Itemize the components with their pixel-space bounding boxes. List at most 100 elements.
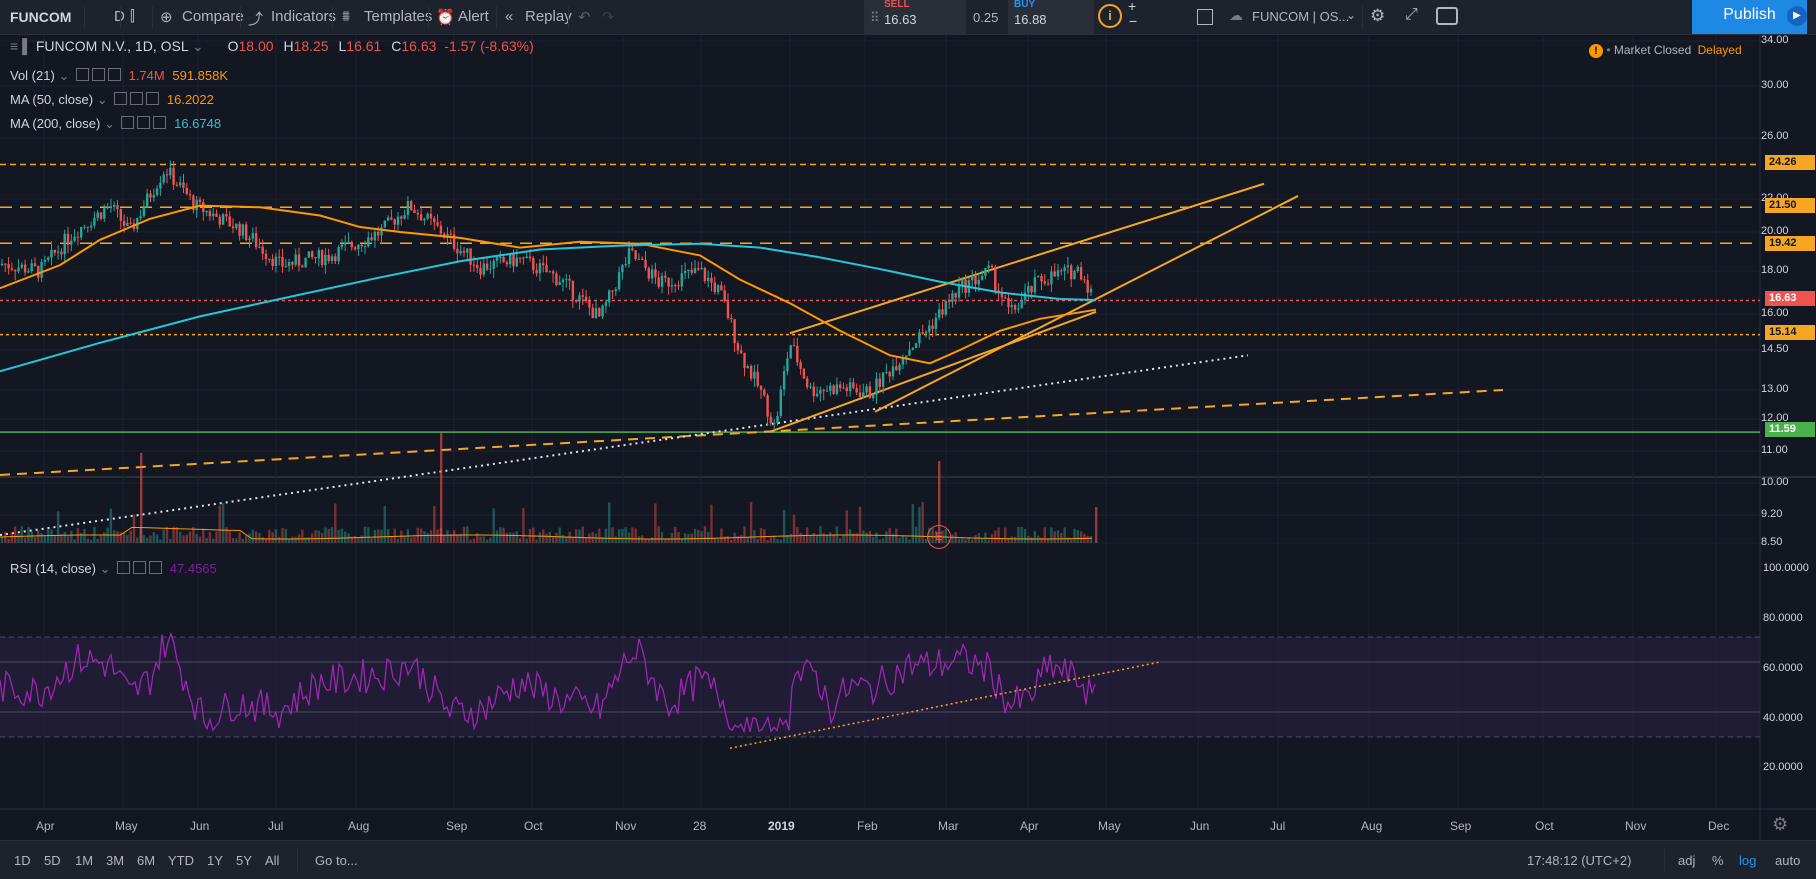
chevron-down-icon[interactable]: ⌄ (99, 561, 111, 576)
interval-button[interactable]: D (114, 8, 125, 25)
divider (332, 6, 333, 28)
volume-name[interactable]: Vol (21) (10, 68, 55, 83)
earnings-marker[interactable]: E (927, 525, 951, 549)
range-1d[interactable]: 1D (14, 853, 31, 868)
play-icon[interactable]: ▶ (1787, 6, 1807, 26)
symbol-search[interactable]: FUNCOM (10, 9, 72, 25)
candle-body (918, 332, 921, 344)
price-chart-canvas[interactable] (0, 35, 1816, 840)
compare-button[interactable]: Compare (182, 8, 244, 25)
close-icon[interactable] (149, 561, 163, 574)
redo-icon[interactable]: ↷ (602, 9, 615, 26)
chevron-down-icon[interactable]: ⌄ (58, 68, 70, 83)
log-toggle[interactable]: log (1739, 853, 1757, 868)
settings-icon[interactable] (137, 116, 151, 129)
candle-body (1030, 286, 1033, 293)
plus-order-icon[interactable]: + (1128, 0, 1137, 14)
range-ytd[interactable]: YTD (168, 853, 194, 868)
range-5d[interactable]: 5D (44, 853, 61, 868)
visibility-icon[interactable] (121, 116, 135, 129)
expand-icon[interactable]: ⤢ (1405, 6, 1418, 23)
range-3m[interactable]: 3M (106, 853, 125, 868)
visibility-icon[interactable] (117, 561, 131, 574)
candle-body (707, 277, 710, 282)
fullscreen-toggle-icon[interactable] (1197, 9, 1213, 25)
templates-button[interactable]: Templates (364, 8, 433, 25)
close-icon[interactable] (153, 116, 167, 129)
info-icon[interactable]: i (1098, 4, 1122, 28)
candle-body (479, 267, 482, 275)
range-5y[interactable]: 5Y (236, 853, 252, 868)
price-tick: 13.00 (1761, 383, 1789, 395)
templates-icon[interactable]: ⩩ (342, 8, 351, 25)
volume-bar (782, 509, 786, 543)
settings-icon[interactable] (133, 561, 147, 574)
indicators-icon[interactable]: ⤴ (248, 11, 264, 28)
volume-bar (664, 538, 667, 543)
adj-toggle[interactable]: adj (1678, 853, 1696, 868)
volume-bar (238, 532, 241, 543)
volume-bar (545, 533, 548, 543)
rsi-name[interactable]: RSI (14, close) (10, 561, 96, 576)
visibility-icon[interactable] (114, 92, 128, 105)
collapse-icon[interactable]: ≡ (10, 38, 19, 54)
buy-panel[interactable]: BUY 16.88 (1008, 0, 1094, 34)
goto-button[interactable]: Go to... (315, 853, 358, 868)
alert-icon[interactable]: ⏰ (436, 9, 455, 26)
chevron-down-icon[interactable]: ⌄ (1346, 8, 1357, 22)
settings-icon[interactable] (130, 92, 144, 105)
candle-body (657, 277, 660, 287)
range-all[interactable]: All (265, 853, 280, 868)
price-tick: 8.50 (1761, 536, 1783, 548)
candle-body (27, 271, 30, 273)
range-1m[interactable]: 1M (75, 853, 94, 868)
ma200-name[interactable]: MA (200, close) (10, 116, 101, 131)
close-icon[interactable] (107, 68, 121, 81)
candle-body (1013, 305, 1017, 310)
visibility-icon[interactable] (75, 68, 89, 81)
volume-bar (152, 532, 155, 543)
auto-toggle[interactable]: auto (1775, 853, 1801, 868)
chevron-down-icon[interactable]: ⌄ (191, 38, 204, 54)
chevron-down-icon[interactable]: ⌄ (96, 92, 108, 107)
indicators-button[interactable]: Indicators (271, 8, 337, 25)
alert-button[interactable]: Alert (458, 8, 489, 25)
candle-body (502, 256, 505, 263)
chart-type-icon[interactable]: ⫿ (130, 8, 135, 25)
sell-panel[interactable]: ⠿ SELL 16.63 (864, 0, 966, 34)
candle-body (60, 251, 63, 255)
ma200-line (0, 242, 1097, 373)
candle-body (878, 378, 881, 387)
candle-body (416, 212, 419, 215)
volume-bar (1030, 537, 1033, 543)
layout-name[interactable]: FUNCOM | OS... (1252, 9, 1350, 24)
percent-toggle[interactable]: % (1712, 853, 1724, 868)
candle-body (928, 325, 931, 332)
replay-icon[interactable]: « (505, 8, 514, 25)
replay-button[interactable]: Replay (525, 8, 572, 25)
plus-icon[interactable]: ⊕ (160, 9, 173, 26)
candle-body (56, 251, 60, 253)
publish-button[interactable]: Publish (1692, 0, 1807, 34)
camera-icon[interactable] (1436, 7, 1458, 25)
gear-icon[interactable]: ⚙ (1772, 814, 1789, 834)
gear-icon[interactable]: ⚙ (1370, 6, 1386, 25)
volume-bar (215, 531, 218, 543)
series-title[interactable]: FUNCOM N.V., 1D, OSL (35, 38, 189, 54)
minus-order-icon[interactable]: − (1129, 13, 1138, 29)
undo-icon[interactable]: ↶ (578, 9, 591, 26)
volume-bar (809, 535, 812, 543)
settings-icon[interactable] (91, 68, 105, 81)
candle-body (413, 209, 416, 213)
range-1y[interactable]: 1Y (207, 853, 223, 868)
volume-bar (994, 530, 997, 543)
volume-bar (205, 537, 208, 543)
chevron-down-icon[interactable]: ⌄ (103, 116, 115, 131)
candle-body (865, 386, 868, 393)
candle-body (1053, 271, 1056, 277)
ma50-name[interactable]: MA (50, close) (10, 92, 94, 107)
volume-bar (901, 535, 905, 543)
range-6m[interactable]: 6M (137, 853, 156, 868)
candle-body (403, 215, 406, 219)
close-icon[interactable] (146, 92, 160, 105)
